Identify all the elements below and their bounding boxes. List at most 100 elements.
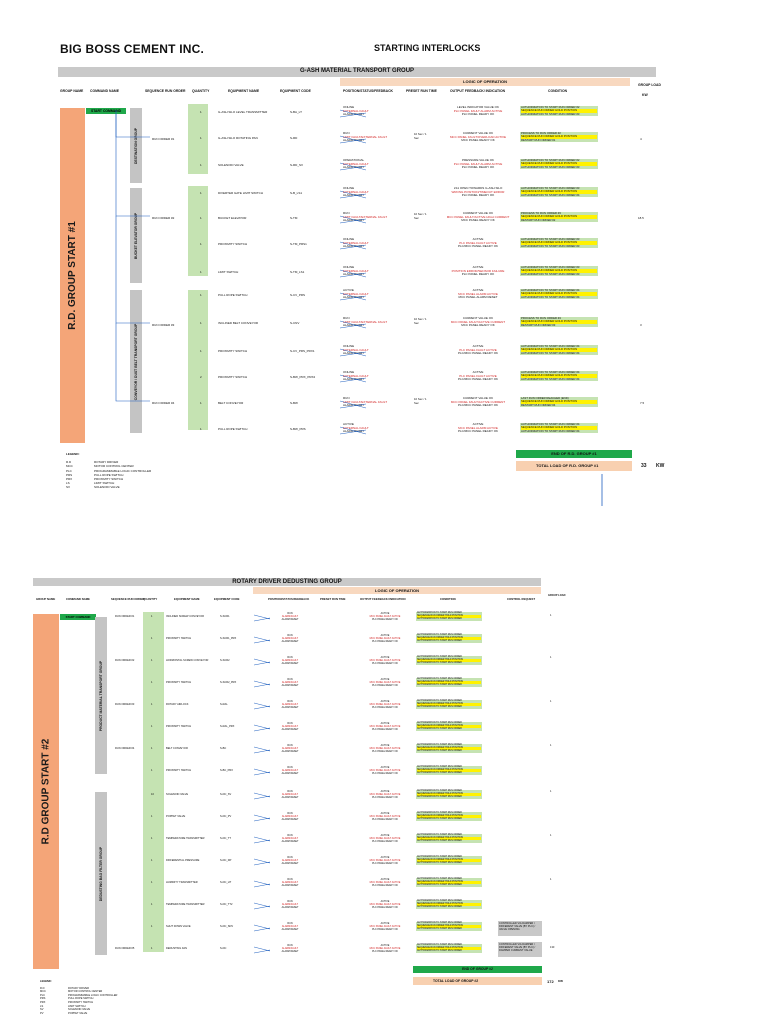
g2-row-output-line: MCC PANEL FAULT ACTIVE — [369, 615, 401, 618]
g1-total-box: TOTAL LOAD OF R.D. GROUP #1 — [516, 461, 632, 471]
g2-row-position: RUN ALARM/FAULT ALARM RESET — [270, 656, 310, 665]
g2-start-command[interactable]: START COMMAND — [60, 614, 96, 620]
g1-row-condition-line: AUTHORIZATION TO START RUN ORDER #4 — [521, 428, 580, 433]
g2-row-condition-line: AUTHORIZATION TO START RUN ORDER — [417, 705, 462, 708]
g1-row-output: ACTIVE POSITION ERROR/SENSOR FAILURE PLC P… — [442, 265, 514, 277]
g1-row-condition-line: RESTART RUN ORDER #2 — [521, 217, 556, 222]
g1-start-bar: R.D. GROUP START #1 — [60, 108, 85, 443]
col-group-load: GROUP LOAD — [638, 83, 661, 87]
g1-row-position-line: ALARM RESET — [343, 295, 365, 300]
g2-row-qty: 1 — [151, 837, 153, 840]
legend-abbr: SV — [40, 1008, 44, 1012]
g1-subgroup-1: DESTINATION GROUP — [130, 108, 142, 183]
g1-row-position-line: ALARM RESET — [343, 218, 365, 223]
g1-row-equipment-name: PROXIMITY SWITCH — [218, 242, 248, 246]
g1-end-box: END OF R.D. GROUP #1 — [516, 450, 632, 458]
g2-row-output-line: ACTIVE — [380, 744, 390, 747]
g2-row-position-line: ALARM RESET — [281, 684, 299, 687]
col-equipment-code: EQUIPMENT CODE — [280, 89, 311, 93]
legend-item: LS LIMIT SWITCH — [40, 1005, 117, 1009]
g1-row-position-line: ACTIVE — [343, 288, 354, 292]
legend-item: SV SOLENOID VALVE — [40, 1008, 117, 1012]
g1-row-position: ACTIVE EXTERNAL FAULT ALARM RESET — [343, 422, 393, 434]
g2-total-value: 172 — [547, 979, 554, 984]
legend-item: MCC MOTOR CONTROL CENTER — [66, 464, 151, 468]
g2-row-condition-line: SEQUENCE RUN ORDER HOLD POSITION — [417, 924, 481, 928]
g1-row-position-line: ALARM RESET — [343, 193, 365, 198]
g2-row-equipment-name: SHUT DOWN VALVE — [166, 925, 191, 928]
g2-col-condition: CONDITION — [440, 597, 456, 601]
g1-total-line — [601, 474, 603, 506]
g1-row-qty: 1 — [200, 216, 202, 220]
legend-abbr: PRX — [66, 477, 73, 482]
g2-row-position: RUN ALARM/FAULT ALARM RESET — [270, 766, 310, 775]
g2-row-condition: AUTHORIZATION TO START RUN ORDER SEQUENCE… — [416, 856, 482, 865]
g2-row-output-line: MCC PANEL FAULT ACTIVE — [369, 681, 401, 684]
g2-row-output-line: ACTIVE — [380, 634, 390, 637]
g2-row-output-line: ACTIVE — [380, 878, 390, 881]
g1-load-3: 3 — [640, 323, 642, 327]
g2-row-qty: 1 — [151, 769, 153, 772]
g1-row-qty: 1 — [200, 242, 202, 246]
g1-row-condition-line: SEQUENCE RUN ORDER HOLD POSITION — [521, 108, 597, 113]
g1-row-position-line: RUN — [343, 396, 350, 400]
g2-row-condition-line: SEQUENCE RUN ORDER HOLD POSITION — [417, 858, 481, 862]
g1-row-equipment-code: S-CV_PRS — [290, 293, 306, 297]
g1-row-equipment-name: SOLENOID VALVE — [218, 163, 244, 167]
g1-row-position: ONLINE EXTERNAL FAULT ALARM RESET — [343, 237, 393, 249]
g2-row-position-line: ALARM RESET — [281, 840, 299, 843]
g2-col-group-name: GROUP NAME — [36, 597, 56, 601]
g1-load-1: 4 — [640, 137, 642, 141]
g2-row-position-line: ALARM RESET — [281, 618, 299, 621]
g1-row-position-line: ALARM RESET — [343, 403, 365, 408]
g1-row-equipment-code: S-CV_PRS_PRX1 — [290, 349, 315, 353]
g2-row-output: ACTIVE MCC PANEL FAULT ACTIVE PLC PANEL RE… — [355, 744, 415, 753]
g1-row-output-line: LEVEL INDICATOR VALUE OK — [457, 105, 499, 109]
g2-row-condition-line: AUTHORIZATION TO START RUN ORDER — [417, 883, 462, 886]
legend-abbr: R.D — [66, 460, 72, 465]
g1-row-equipment-name: DIVERTER GATE LIMIT SWITCH — [218, 191, 264, 195]
g1-row-equipment-name: LIMIT SWITCH — [218, 270, 239, 274]
legend-abbr: MCC — [66, 464, 73, 469]
g2-col-group-load: GROUP LOAD — [548, 594, 566, 597]
g1-row-condition: AUTHORIZATION TO START RUN ORDER #4 SEQUE… — [520, 344, 598, 356]
legend-abbr: R.D — [40, 986, 45, 990]
g2-row-qty: 1 — [151, 703, 153, 706]
g2-row-condition-line: AUTHORIZATION TO START RUN ORDER — [417, 617, 462, 620]
g1-row-condition: PROCESS TO RUN ORDER #4 SEQUENCE RUN ORDE… — [520, 316, 598, 328]
g2-row-equipment-code: S-DC_SV — [220, 793, 232, 796]
g2-row-position-line: ALARM/FAULT — [281, 747, 299, 750]
g2-row-equipment-code: S-BC_PRX — [220, 769, 233, 772]
g1-row-output: CURRENT VALUE OK MCC PANEL FAULT/OVERLOAD… — [442, 131, 514, 143]
g2-row-output-line: ACTIVE — [380, 834, 390, 837]
g1-row-condition-line: AUTHORIZATION TO START RUN ORDER #3 — [521, 164, 580, 169]
g1-row-condition-line: SEQUENCE RUN ORDER HOLD POSITION — [521, 268, 597, 273]
g2-row-position-line: RUN — [287, 812, 293, 815]
g2-row-position-line: ALARM/FAULT — [281, 881, 299, 884]
legend-1: LEGEND: R.D ROTARY DRIVER MCC MOTOR CONTROL… — [66, 452, 152, 490]
g2-row-position: RUN ALARM/FAULT ALARM RESET — [270, 944, 310, 953]
g2-row-equipment-name: INCLINED SCREW CONVEYOR — [166, 615, 205, 618]
g1-row-position: ONLINE EXTERNAL FAULT ALARM RESET — [343, 265, 393, 277]
g1-row-output: ACTIVE MCC PANEL ALARM ACTIVE PLC/MCC PANE… — [442, 422, 514, 434]
g1-arrow — [339, 269, 367, 278]
legend-2: LEGEND: R.D ROTARY DRIVER MCC MOTOR CONTROL… — [40, 980, 118, 1015]
g2-subgroup-1: PRODUCT MATERIAL TRANSPORT GROUP — [95, 617, 107, 774]
g2-row-condition-line: AUTHORIZATION TO START RUN ORDER — [417, 700, 462, 702]
g2-row-output-line: PLC PANEL READY OK — [372, 840, 398, 843]
g2-arrow — [253, 746, 271, 754]
col-kw: KW — [642, 93, 648, 97]
g2-row-equipment-name: POPPET VALVE — [166, 815, 186, 818]
g1-row-position-line: ALARM RESET — [343, 138, 365, 143]
g1-start-command[interactable]: START COMMAND — [86, 108, 126, 114]
g2-row-output-line: MCC PANEL FAULT ACTIVE — [369, 703, 401, 706]
g1-row-position-line: EXTERNAL FAULT — [343, 240, 369, 245]
g2-col-control-request: CONTROL REQUEST — [507, 597, 536, 601]
g1-row-position-line: ALARM RESET — [343, 429, 365, 434]
g2-col-position: POSITION/STATUS/FEEDBACK — [268, 597, 310, 601]
g2-row-position-line: RUN — [287, 700, 293, 703]
g1-row-equipment-code: S-TM_PRS1 — [290, 242, 307, 246]
g2-row-condition-line: SEQUENCE RUN ORDER HOLD POSITION — [417, 724, 481, 728]
g2-arrow — [253, 836, 271, 844]
g1-row-output-line: ACTIVE — [472, 265, 484, 269]
